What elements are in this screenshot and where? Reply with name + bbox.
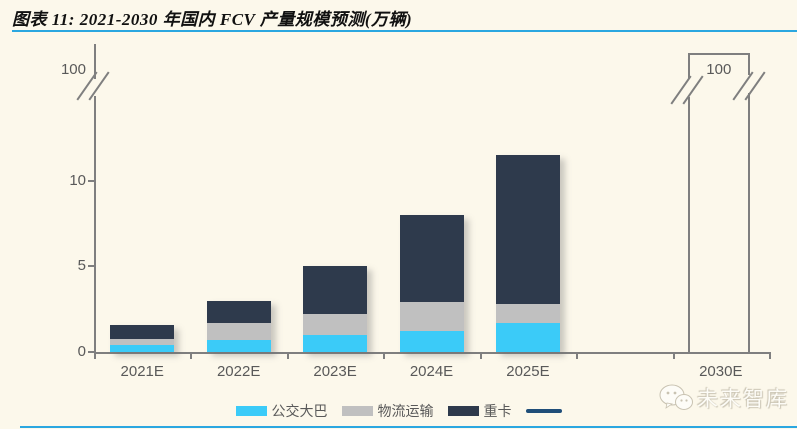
bar-segment-重卡 [110,324,175,340]
legend: 公交大巴 物流运输 重卡 [0,401,797,421]
x-axis-tick [383,354,386,359]
legend-item: 重卡 [447,401,512,421]
bar-segment-公交大巴 [303,334,368,352]
bar-segment-物流运输 [110,339,175,346]
bar-segment-公交大巴 [206,339,271,352]
bar-segment-物流运输 [399,302,464,332]
x-category-label: 2021E [120,363,164,380]
bar-segment-物流运输 [303,314,368,335]
x-category-label: 2024E [409,363,454,380]
bar-stack [495,154,560,352]
axis-break-mark [732,69,766,103]
y-axis [94,96,96,354]
x-axis-tick [94,354,96,359]
x-axis-tick [479,354,482,359]
figure-title: 图表 11: 2021-2030 年国内 FCV 产量规模预测(万辆) [12,10,413,29]
watermark: 未来智库 [659,383,789,413]
x-category-label: 2030E [699,363,743,380]
bar-segment-公交大巴 [495,322,560,352]
y-tick-label: 0 [77,343,86,360]
y-tick-label: 5 [77,257,86,275]
wechat-icon [659,384,693,410]
y-tick-label: 100 [60,61,86,78]
outline-bar-2030: 100 [687,53,750,354]
y-axis-tick [88,179,94,182]
x-axis-tick [769,354,771,359]
bar-segment-物流运输 [495,303,560,323]
bar-stack [303,266,368,352]
bar-stack [399,214,464,352]
bar-stack [206,300,271,352]
title-underline [12,30,797,32]
legend-label: 重卡 [483,403,512,419]
bar-segment-物流运输 [206,322,271,340]
bar-segment-重卡 [495,154,560,304]
bar-segment-重卡 [303,266,368,315]
x-category-label: 2025E [506,363,550,380]
bottom-border-line [20,426,797,428]
x-axis-tick [672,354,675,359]
x-axis-tick [190,354,193,359]
x-category-label: 2023E [313,363,357,380]
bar-segment-公交大巴 [399,331,464,352]
watermark-text: 未来智库 [697,388,789,411]
y-axis [94,44,96,79]
x-category-label: 2022E [216,363,261,380]
x-axis-tick [576,354,579,359]
axis-break-mark [76,69,110,103]
legend-swatch [447,406,479,416]
bar-segment-重卡 [206,300,271,323]
x-axis [94,352,771,354]
legend-item: 物流运输 [341,401,434,421]
outline-bar-border-gap [685,79,694,97]
outline-bar-border-gap [745,75,754,93]
bar-stack [110,324,175,352]
legend-label: 物流运输 [377,403,434,419]
axis-break-mark [670,73,704,107]
y-axis-tick [88,351,94,353]
bar-segment-公交大巴 [110,345,175,352]
legend-swatch [235,406,267,416]
y-tick-label: 10 [69,171,86,189]
legend-label: 公交大巴 [271,403,328,419]
x-axis-tick [286,354,289,359]
legend-swatch [341,406,373,416]
y-axis-tick [88,265,94,268]
outline-bar-value-label: 100 [706,61,732,78]
legend-line-marker [525,409,562,413]
bar-segment-重卡 [399,214,464,303]
legend-item: 公交大巴 [235,401,328,421]
